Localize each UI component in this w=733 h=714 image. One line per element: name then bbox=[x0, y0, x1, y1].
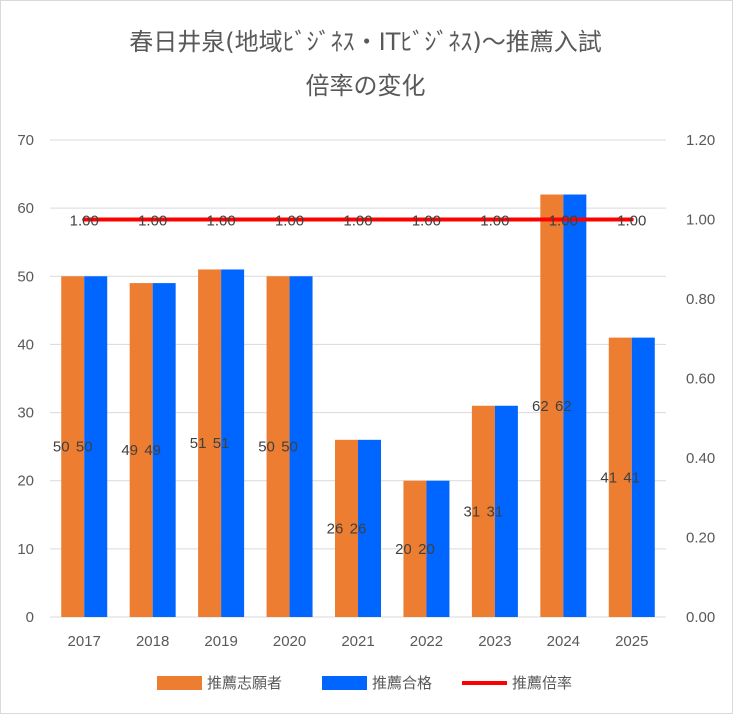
legend-swatch-推薦合格 bbox=[322, 676, 367, 690]
data-label-推薦合格-2017: 50 bbox=[76, 439, 93, 456]
y-tick-label-50: 50 bbox=[17, 268, 34, 285]
data-label-推薦倍率-2018: 1.00 bbox=[138, 213, 167, 230]
chart-title-line-2: 倍率の変化 bbox=[305, 72, 426, 100]
bar-推薦志願者-2025 bbox=[608, 337, 632, 617]
x-tick-label-2018: 2018 bbox=[136, 633, 169, 650]
legend-swatch-推薦志願者 bbox=[157, 676, 202, 690]
y2-tick-label-1.00: 1.00 bbox=[686, 212, 715, 229]
bar-推薦志願者-2019 bbox=[198, 269, 222, 617]
data-label-推薦合格-2025: 41 bbox=[623, 469, 640, 486]
y2-tick-label-0.20: 0.20 bbox=[686, 530, 715, 547]
data-label-推薦合格-2023: 31 bbox=[487, 503, 504, 520]
data-label-推薦志願者-2020: 50 bbox=[258, 439, 275, 456]
data-label-推薦合格-2022: 20 bbox=[418, 541, 435, 558]
bar-推薦志願者-2021 bbox=[335, 439, 358, 617]
bar-推薦志願者-2018 bbox=[129, 283, 153, 617]
bar-推薦合格-2020 bbox=[289, 276, 313, 617]
chart-title-line-1: 春日井泉(地域ﾋﾞｼﾞﾈｽ・ITﾋﾞｼﾞﾈｽ)～推薦入試 bbox=[129, 28, 602, 56]
bar-推薦志願者-2020 bbox=[266, 276, 290, 617]
bar-推薦志願者-2023 bbox=[471, 405, 495, 617]
bar-推薦合格-2023 bbox=[494, 405, 518, 617]
x-tick-label-2017: 2017 bbox=[68, 633, 101, 650]
bar-推薦合格-2024 bbox=[563, 194, 587, 617]
data-label-推薦合格-2024: 62 bbox=[555, 398, 572, 415]
y-tick-label-70: 70 bbox=[17, 132, 34, 149]
y2-tick-label-0.60: 0.60 bbox=[686, 371, 715, 388]
bar-推薦合格-2025 bbox=[631, 337, 655, 617]
data-label-推薦合格-2018: 49 bbox=[144, 442, 161, 459]
y2-tick-label-1.20: 1.20 bbox=[686, 132, 715, 149]
data-label-推薦志願者-2023: 31 bbox=[464, 503, 481, 520]
data-label-推薦倍率-2017: 1.00 bbox=[70, 213, 99, 230]
data-label-推薦志願者-2021: 26 bbox=[327, 520, 344, 537]
data-label-推薦倍率-2022: 1.00 bbox=[412, 213, 441, 230]
y-tick-label-60: 60 bbox=[17, 200, 34, 217]
x-tick-label-2025: 2025 bbox=[615, 633, 648, 650]
legend-label-推薦合格: 推薦合格 bbox=[372, 674, 432, 692]
data-label-推薦倍率-2019: 1.00 bbox=[207, 213, 236, 230]
bar-推薦志願者-2017 bbox=[61, 276, 85, 617]
bar-推薦合格-2021 bbox=[358, 439, 381, 617]
legend-label-推薦志願者: 推薦志願者 bbox=[207, 674, 282, 692]
y2-tick-label-0.80: 0.80 bbox=[686, 291, 715, 308]
x-tick-label-2019: 2019 bbox=[204, 633, 237, 650]
chart-title: 春日井泉(地域ﾋﾞｼﾞﾈｽ・ITﾋﾞｼﾞﾈｽ)～推薦入試 倍率の変化 bbox=[0, 20, 731, 108]
y-tick-label-20: 20 bbox=[17, 473, 34, 490]
data-label-推薦志願者-2022: 20 bbox=[395, 541, 412, 558]
legend-label-推薦倍率: 推薦倍率 bbox=[512, 674, 572, 692]
data-label-推薦志願者-2017: 50 bbox=[53, 439, 70, 456]
y-tick-label-10: 10 bbox=[17, 541, 34, 558]
data-label-推薦合格-2021: 26 bbox=[350, 520, 367, 537]
y-tick-label-30: 30 bbox=[17, 405, 34, 422]
data-label-推薦志願者-2019: 51 bbox=[190, 435, 207, 452]
bar-推薦志願者-2022 bbox=[403, 480, 427, 617]
x-tick-label-2020: 2020 bbox=[273, 633, 306, 650]
data-label-推薦倍率-2020: 1.00 bbox=[275, 213, 304, 230]
data-label-推薦倍率-2025: 1.00 bbox=[617, 213, 646, 230]
x-tick-label-2021: 2021 bbox=[341, 633, 374, 650]
data-label-推薦志願者-2018: 49 bbox=[121, 442, 138, 459]
y2-tick-label-0.40: 0.40 bbox=[686, 450, 715, 467]
bar-推薦合格-2019 bbox=[221, 269, 245, 617]
data-label-推薦倍率-2024: 1.00 bbox=[549, 213, 578, 230]
y-tick-label-40: 40 bbox=[17, 336, 34, 353]
x-tick-label-2024: 2024 bbox=[547, 633, 580, 650]
y-tick-label-0: 0 bbox=[26, 609, 34, 626]
data-label-推薦倍率-2021: 1.00 bbox=[343, 213, 372, 230]
bar-推薦合格-2018 bbox=[152, 283, 176, 617]
data-label-推薦合格-2019: 51 bbox=[213, 435, 230, 452]
bar-推薦合格-2017 bbox=[84, 276, 108, 617]
bar-推薦志願者-2024 bbox=[540, 194, 564, 617]
bar-推薦合格-2022 bbox=[426, 480, 450, 617]
data-label-推薦志願者-2024: 62 bbox=[532, 398, 549, 415]
data-label-推薦志願者-2025: 41 bbox=[600, 469, 617, 486]
data-label-推薦倍率-2023: 1.00 bbox=[480, 213, 509, 230]
y2-tick-label-0.00: 0.00 bbox=[686, 609, 715, 626]
x-tick-label-2022: 2022 bbox=[410, 633, 443, 650]
x-tick-label-2023: 2023 bbox=[478, 633, 511, 650]
data-label-推薦合格-2020: 50 bbox=[281, 439, 298, 456]
